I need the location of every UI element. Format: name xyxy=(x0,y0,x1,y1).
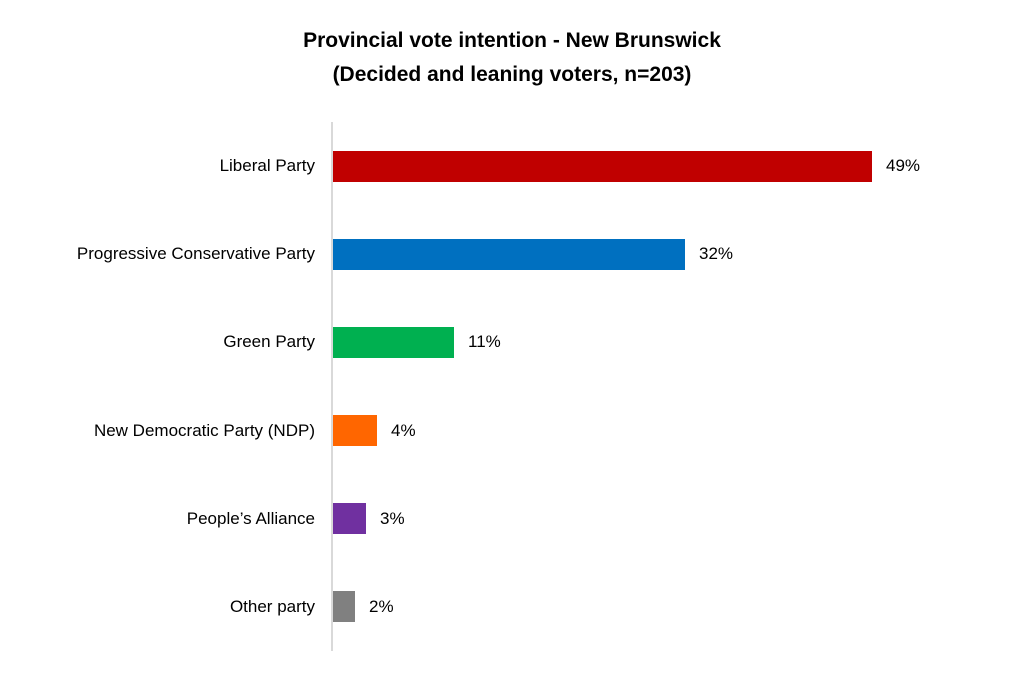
bar-progressive-conservative-party xyxy=(333,238,685,270)
chart-title-line-2: (Decided and leaning voters, n=203) xyxy=(332,63,692,86)
value-label-liberal-party: 49% xyxy=(886,156,921,176)
chart-row-ndp: New Democratic Party (NDP) 4% xyxy=(0,387,1024,475)
bar-area-liberal-party: 49% xyxy=(333,150,1024,182)
bar-area-other-party: 2% xyxy=(333,591,1024,623)
bar-rows: Liberal Party 49% Progressive Conservati… xyxy=(0,122,1024,651)
value-label-progressive-conservative-party: 32% xyxy=(699,244,734,264)
chart-row-liberal-party: Liberal Party 49% xyxy=(0,122,1024,210)
bar-area-green-party: 11% xyxy=(333,326,1024,358)
bar-area-progressive-conservative-party: 32% xyxy=(333,238,1024,270)
chart-row-progressive-conservative-party: Progressive Conservative Party 32% xyxy=(0,210,1024,298)
category-label-progressive-conservative-party: Progressive Conservative Party xyxy=(76,244,315,264)
value-label-green-party: 11% xyxy=(468,332,501,352)
y-axis-line xyxy=(331,122,333,651)
category-label-other-party: Other party xyxy=(229,596,315,616)
chart-title-line-1: Provincial vote intention - New Brunswic… xyxy=(303,29,721,52)
bar-area-ndp: 4% xyxy=(333,415,1024,447)
category-label-green-party: Green Party xyxy=(223,332,315,352)
chart-row-green-party: Green Party 11% xyxy=(0,298,1024,386)
bar-green-party xyxy=(333,326,454,358)
category-label-peoples-alliance: People’s Alliance xyxy=(186,508,315,528)
bar-area-peoples-alliance: 3% xyxy=(333,503,1024,535)
category-label-liberal-party: Liberal Party xyxy=(219,156,315,176)
chart-row-other-party: Other party 2% xyxy=(0,563,1024,651)
bar-liberal-party xyxy=(333,150,872,182)
bar-other-party xyxy=(333,591,355,623)
chart-title: Provincial vote intention - New Brunswic… xyxy=(0,24,1024,92)
plot-area: Liberal Party 49% Progressive Conservati… xyxy=(0,122,1024,651)
value-label-other-party: 2% xyxy=(369,596,394,616)
chart-row-peoples-alliance: People’s Alliance 3% xyxy=(0,475,1024,563)
value-label-peoples-alliance: 3% xyxy=(380,508,405,528)
category-label-ndp: New Democratic Party (NDP) xyxy=(93,420,315,440)
bar-peoples-alliance xyxy=(333,503,366,535)
bar-ndp xyxy=(333,415,377,447)
value-label-ndp: 4% xyxy=(391,420,416,440)
